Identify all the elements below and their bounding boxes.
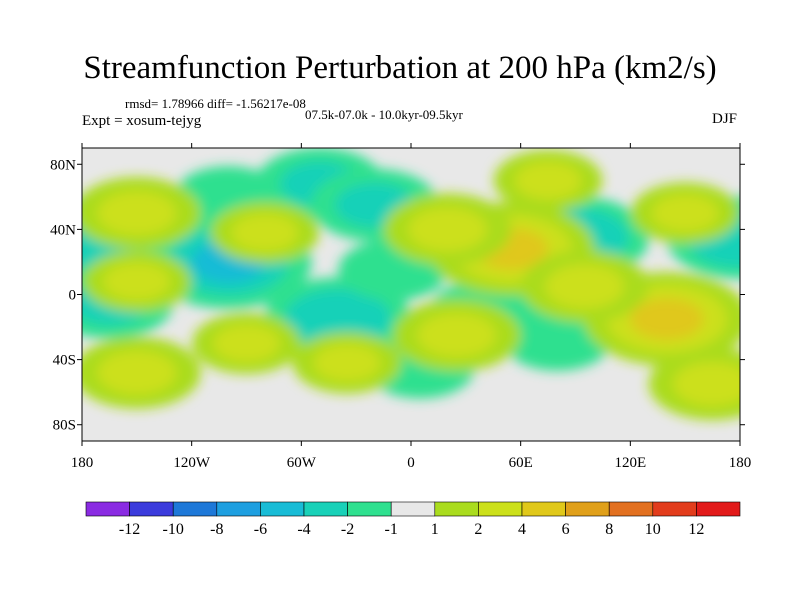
contour-region <box>523 321 591 359</box>
contour-region <box>514 161 582 200</box>
contour-region <box>213 324 280 363</box>
colorbar-label: -10 <box>163 521 184 538</box>
contour-region <box>231 213 299 252</box>
y-tick-label: 40N <box>50 222 76 238</box>
y-tick-label: 0 <box>69 288 77 304</box>
colorbar-swatch <box>521 501 566 517</box>
x-tick-label: 180 <box>729 455 752 471</box>
colorbar-label: -6 <box>254 521 267 538</box>
y-tick-label: 40S <box>53 353 76 369</box>
contour-region <box>629 298 704 340</box>
contour-region <box>359 251 427 289</box>
colorbar-swatch <box>565 501 610 517</box>
colorbar-swatch <box>172 501 218 517</box>
colorbar-label: 2 <box>474 521 482 538</box>
x-tick-label: 60E <box>509 455 533 471</box>
colorbar-label: 12 <box>688 521 704 538</box>
y-tick-label: 80N <box>50 157 76 173</box>
colorbar-swatch <box>434 501 479 517</box>
colorbar-swatch <box>216 501 261 517</box>
contour-region <box>97 190 177 236</box>
contour-region <box>651 194 719 232</box>
colorbar-label: -8 <box>210 521 223 538</box>
contour-region <box>417 313 497 358</box>
colorbar-label: 6 <box>562 521 570 538</box>
contour-region <box>97 350 177 395</box>
x-tick-label: 120E <box>614 455 646 471</box>
chart-title: Streamfunction Perturbation at 200 hPa (… <box>83 50 717 86</box>
period-text: 07.5k-07.0k - 10.0kyr-09.5kyr <box>305 107 463 122</box>
experiment-label: Expt = xosum-tejyg <box>82 113 202 129</box>
contour-region <box>103 262 171 301</box>
y-tick-label: 80S <box>53 418 76 434</box>
contour-region <box>545 264 625 309</box>
colorbar-swatch <box>85 501 130 517</box>
contour-region <box>408 207 487 252</box>
x-tick-label: 0 <box>407 455 415 471</box>
x-tick-label: 60W <box>287 455 317 471</box>
colorbar-label: 4 <box>518 521 526 538</box>
colorbar-swatch <box>652 501 697 517</box>
colorbar-swatch <box>390 501 436 517</box>
colorbar-label: -4 <box>297 521 310 538</box>
contour-region <box>313 344 381 382</box>
contour-region <box>673 361 740 407</box>
colorbar-swatch <box>696 501 741 517</box>
x-tick-label: 180 <box>71 455 94 471</box>
colorbar-label: 1 <box>431 521 439 538</box>
colorbar-swatch <box>347 501 392 517</box>
x-tick-label: 120W <box>173 455 211 471</box>
colorbar-label: -2 <box>341 521 354 538</box>
colorbar-swatch <box>478 501 523 517</box>
colorbar-swatch <box>608 501 654 517</box>
colorbar-label: 10 <box>645 521 661 538</box>
colorbar-swatch <box>260 501 305 517</box>
colorbar-swatch <box>303 501 348 517</box>
stats-text: rmsd= 1.78966 diff= -1.56217e-08 <box>125 96 306 111</box>
colorbar-swatch <box>129 501 174 517</box>
contour-region <box>305 300 371 338</box>
colorbar-label: -1 <box>385 521 398 538</box>
season-label: DJF <box>712 111 738 127</box>
colorbar-label: 8 <box>605 521 613 538</box>
colorbar-label: -12 <box>119 521 140 538</box>
